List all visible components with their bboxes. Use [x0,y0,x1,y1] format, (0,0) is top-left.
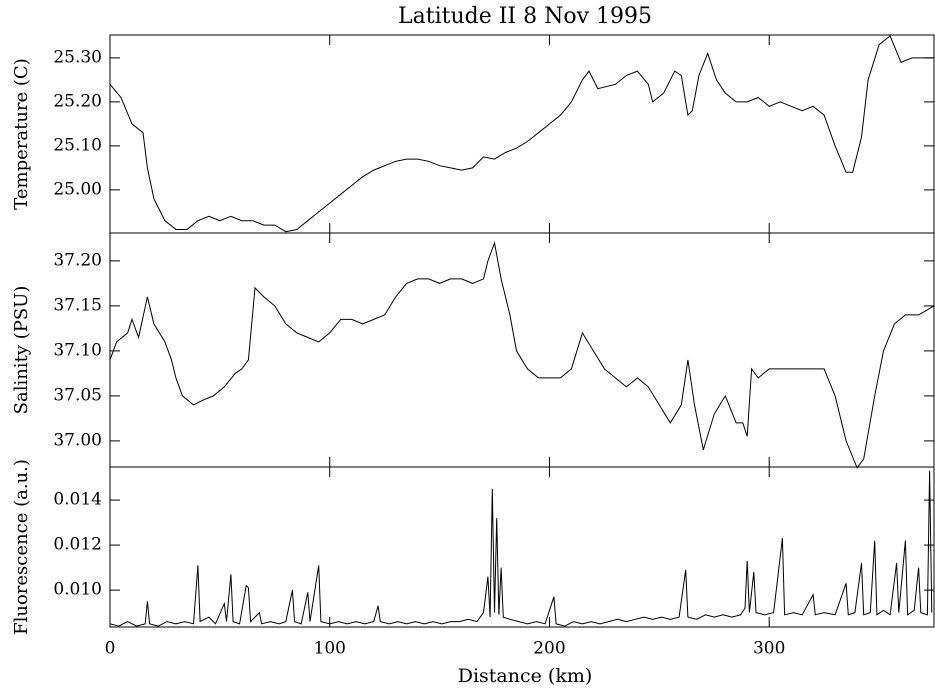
plot-frame [109,232,935,468]
plot-frame [109,466,935,628]
y-tick-label: 25.00 [53,179,102,199]
y-tick-label: 25.20 [53,91,102,111]
y-tick-label: 25.10 [53,135,102,155]
y-axis-label: Temperature (C) [11,58,32,209]
plot-frame [109,34,935,234]
x-tick-label: 200 [533,639,565,659]
x-tick-label: 0 [105,639,116,659]
chart-title: Latitude II 8 Nov 1995 [398,4,652,29]
x-tick-label: 100 [314,639,346,659]
y-tick-label: 37.10 [53,340,102,360]
y-tick-label: 0.010 [53,580,102,600]
x-tick-label: 300 [753,639,785,659]
y-tick-label: 37.15 [53,295,102,315]
data-line [109,470,933,627]
y-tick-label: 37.00 [53,430,102,450]
x-axis-label: Distance (km) [458,665,593,687]
data-line [109,35,934,233]
y-tick-label: 0.014 [53,490,102,510]
y-tick-label: 0.012 [53,535,102,555]
y-tick-label: 25.30 [53,47,102,67]
y-axis-label: Fluorescence (a.u.) [11,459,32,635]
y-tick-label: 37.05 [53,385,102,405]
y-axis-label: Salinity (PSU) [11,286,32,415]
y-tick-label: 37.20 [53,250,102,270]
data-line [109,241,935,469]
